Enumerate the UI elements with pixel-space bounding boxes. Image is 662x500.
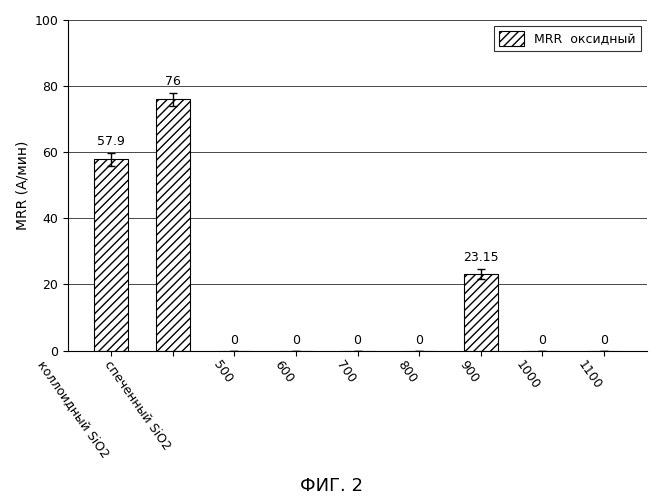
Text: 0: 0 (415, 334, 423, 346)
Y-axis label: MRR (А/мин): MRR (А/мин) (15, 140, 29, 230)
Bar (95, 159, 128, 350)
Text: 0: 0 (230, 334, 238, 346)
Text: 0: 0 (600, 334, 608, 346)
Text: 76: 76 (165, 75, 181, 88)
Legend: MRR  оксидный: MRR оксидный (495, 26, 641, 50)
Text: 23.15: 23.15 (463, 251, 498, 264)
Text: 0: 0 (354, 334, 361, 346)
Text: ФИГ. 2: ФИГ. 2 (299, 477, 363, 495)
Text: 0: 0 (538, 334, 546, 346)
Text: 0: 0 (292, 334, 300, 346)
Bar (156, 100, 190, 350)
Text: 57.9: 57.9 (97, 134, 125, 147)
Bar (464, 274, 498, 350)
